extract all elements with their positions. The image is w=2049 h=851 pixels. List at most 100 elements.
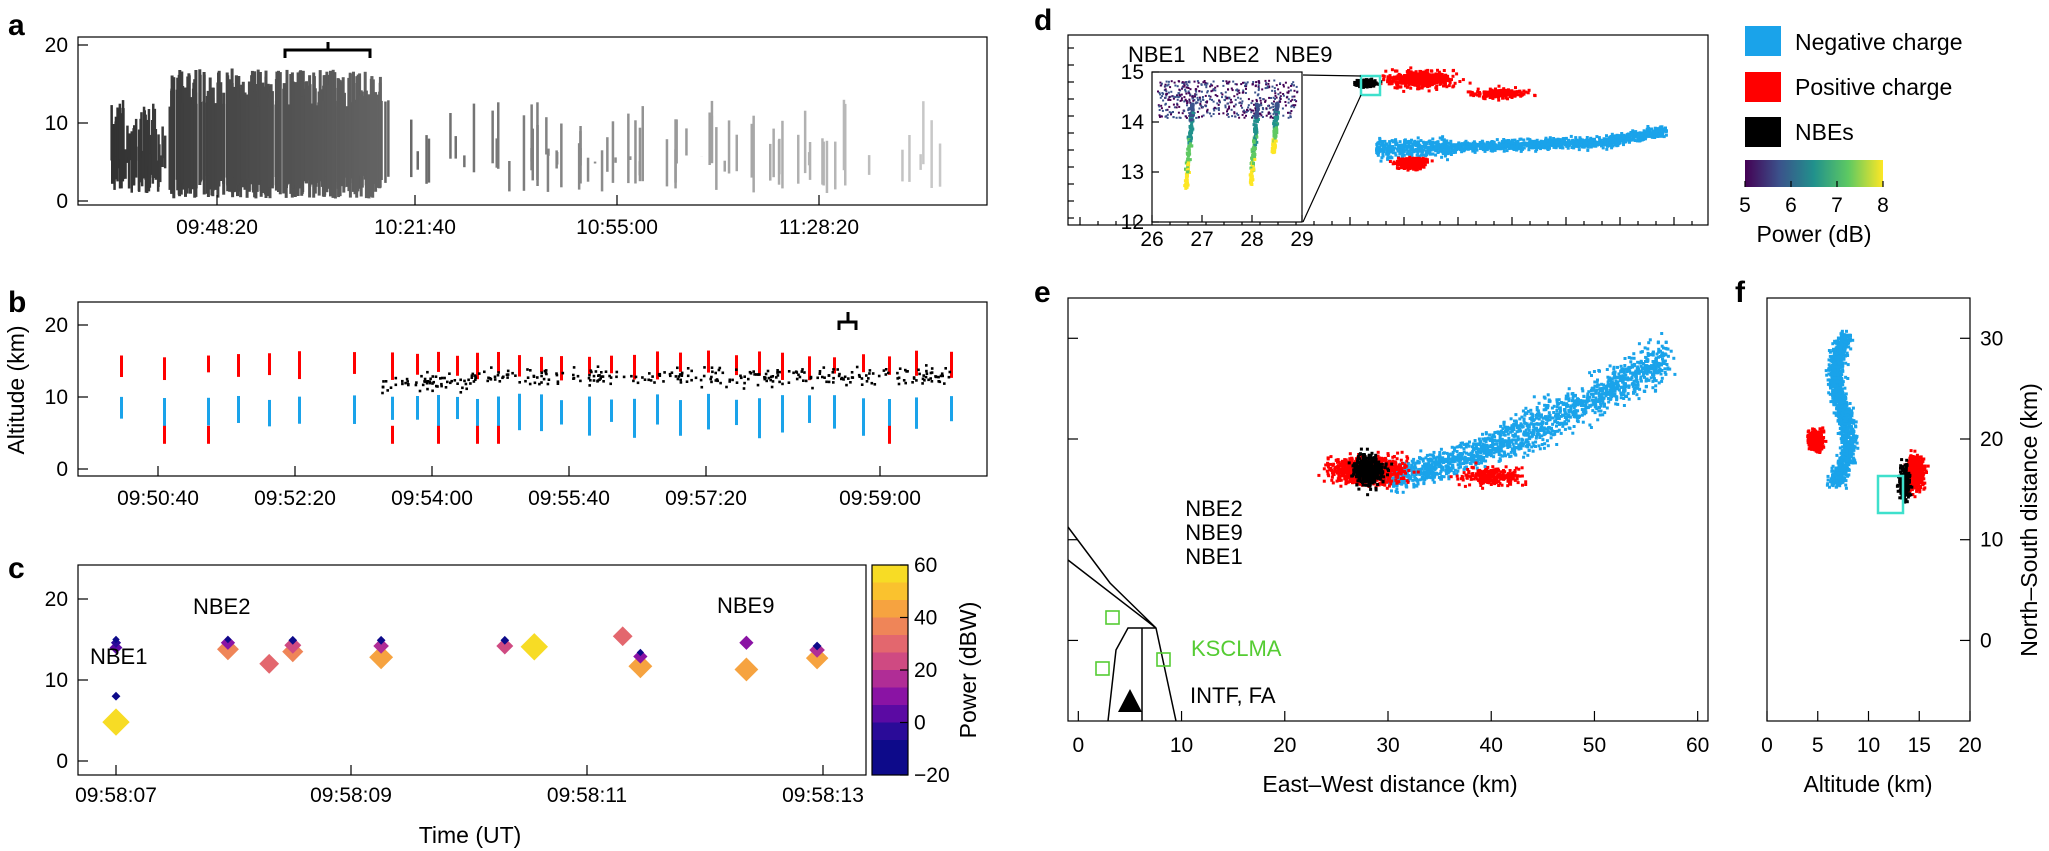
positive-charge-source	[1524, 90, 1528, 94]
negative-charge-source	[1550, 142, 1554, 146]
nbe-source	[865, 380, 869, 383]
negative-charge-source	[1558, 144, 1561, 148]
negative-charge-source	[1499, 146, 1503, 150]
inset-source	[1252, 109, 1255, 112]
inset-source	[1254, 84, 1257, 87]
negative-charge-source	[1398, 140, 1402, 144]
negative-charge-source	[1559, 141, 1562, 145]
negative-charge-source	[1647, 134, 1651, 138]
inset-source	[1254, 107, 1257, 110]
inset-source	[1167, 91, 1170, 94]
inset-source	[1279, 82, 1282, 85]
inset-source	[1274, 97, 1276, 100]
negative-charge-source	[1629, 131, 1633, 134]
negative-charge-source	[1536, 143, 1540, 146]
inset-nbe-source	[1252, 151, 1256, 155]
negative-charge-source	[1448, 460, 1452, 464]
positive-charge-source	[1394, 162, 1398, 165]
inset-source	[1256, 94, 1259, 97]
inset-source	[1191, 95, 1194, 98]
positive-charge-source	[1394, 76, 1398, 80]
panel-a-source-column	[226, 78, 230, 179]
panel-b-xtick-label: 09:57:20	[665, 487, 747, 510]
nbe-source	[381, 385, 385, 389]
negative-charge-source	[1633, 130, 1637, 134]
inset-source	[1245, 85, 1248, 88]
inset-nbe-source	[1187, 147, 1191, 151]
inset-source	[1159, 84, 1162, 87]
negative-charge-source	[1416, 150, 1420, 153]
negative-charge-source	[1390, 150, 1393, 154]
nbe-source	[446, 380, 449, 384]
negative-charge-source	[1474, 143, 1478, 147]
negative-charge-source	[1444, 145, 1447, 149]
panel-a-xtick-label: 10:55:00	[576, 216, 658, 239]
inset-source	[1282, 85, 1285, 88]
negative-charge-source	[1659, 133, 1663, 137]
inset-source	[1198, 96, 1201, 99]
inset-source	[1268, 96, 1271, 99]
negative-charge-source	[1402, 150, 1406, 154]
inset-nbe-source	[1271, 141, 1275, 145]
negative-charge-source	[1664, 133, 1668, 137]
nbe-source	[677, 375, 681, 378]
panel-label-a: a	[8, 9, 25, 42]
negative-charge-source	[1648, 127, 1652, 131]
legend-label-positive: Positive charge	[1795, 74, 1952, 100]
inset-source	[1199, 98, 1202, 101]
positive-charge-source	[1420, 76, 1424, 80]
negative-charge-source	[1451, 148, 1455, 152]
negative-charge-source	[1570, 146, 1574, 149]
positive-charge-source	[1443, 81, 1447, 84]
positive-charge-source	[1409, 66, 1413, 70]
nbe-power-marker	[259, 653, 280, 674]
panel-a-source-column	[168, 106, 171, 190]
inset-source	[1196, 96, 1199, 99]
inset-source	[1176, 85, 1179, 88]
panel-a-source-column	[180, 103, 184, 184]
negative-charge-source	[1642, 129, 1646, 133]
inset-source	[1277, 88, 1280, 91]
nbe-source	[755, 373, 758, 376]
negative-charge-source	[1473, 150, 1477, 154]
negative-charge-source	[1539, 147, 1543, 151]
negative-charge-source	[1532, 142, 1536, 146]
positive-charge-source	[1423, 160, 1427, 164]
inset-nbe-source	[1250, 156, 1254, 160]
inset-source	[1243, 109, 1245, 112]
nbe-source	[948, 370, 952, 374]
inset-xtick-label: 26	[1140, 228, 1163, 251]
inset-source	[1243, 81, 1246, 84]
nbe-source	[718, 366, 722, 370]
negative-charge-source	[1556, 137, 1560, 141]
nbe-source	[443, 376, 446, 380]
nbe-power-marker	[496, 637, 514, 655]
inset-source	[1233, 112, 1236, 115]
inset-nbe-source	[1188, 107, 1192, 111]
positive-charge-segment	[808, 356, 811, 381]
nbe-source	[439, 377, 442, 380]
positive-charge-segment	[950, 351, 953, 378]
inset-source	[1183, 110, 1186, 113]
inset-source	[1193, 98, 1196, 101]
negative-charge-source	[1445, 145, 1449, 148]
panel-a-source-column	[247, 81, 251, 192]
positive-charge-source	[1491, 93, 1495, 97]
nbe-source	[794, 370, 798, 373]
nbe-source	[735, 381, 739, 384]
negative-charge-source	[1515, 145, 1519, 149]
inset-source	[1199, 100, 1202, 103]
nbe-source	[845, 383, 848, 387]
negative-charge-source	[1572, 146, 1576, 150]
negative-charge-source	[1443, 141, 1447, 145]
positive-charge-segment	[163, 357, 166, 381]
inset-nbe-source	[1255, 119, 1259, 123]
panel-a-source-column	[140, 150, 144, 187]
nbe-source	[795, 377, 799, 381]
inset-source	[1279, 100, 1282, 103]
negative-charge-source	[1544, 138, 1548, 142]
inset-source	[1237, 114, 1240, 116]
inset-source	[1257, 84, 1260, 87]
positive-charge-source	[1386, 75, 1390, 79]
panel-a-source-column	[674, 149, 677, 189]
